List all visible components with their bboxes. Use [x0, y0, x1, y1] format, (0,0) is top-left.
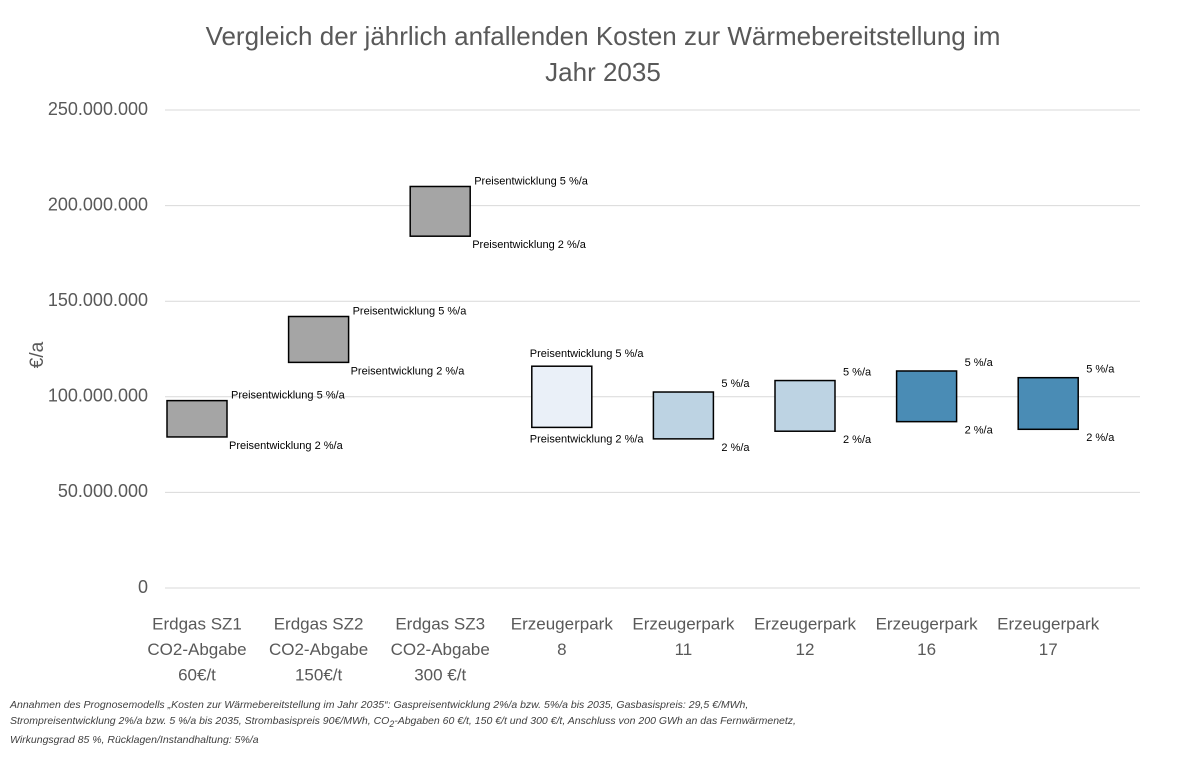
chart-title: Jahr 2035 — [545, 57, 661, 87]
y-tick-label: 150.000.000 — [48, 290, 148, 310]
x-tick-label: 300 €/t — [414, 665, 466, 684]
data-label: Preisentwicklung 2 %/a — [229, 440, 344, 452]
x-tick-label: CO2-Abgabe — [147, 640, 246, 659]
x-tick-label: 8 — [557, 640, 566, 659]
data-label: 2 %/a — [843, 434, 872, 446]
x-tick-label: Erdgas SZ3 — [395, 614, 485, 633]
x-tick-label: Erzeugerpark — [511, 614, 614, 633]
range-bar — [409, 185, 471, 237]
range-bar — [1017, 376, 1079, 431]
range-bar — [287, 315, 350, 364]
data-label: 5 %/a — [843, 366, 872, 378]
x-tick-label: 12 — [796, 640, 815, 659]
x-tick-label: CO2-Abgabe — [391, 640, 490, 659]
footnote-text: 2 — [389, 719, 395, 730]
data-label: Preisentwicklung 2 %/a — [351, 365, 466, 377]
y-tick-label: 250.000.000 — [48, 99, 148, 119]
y-tick-label: 0 — [138, 577, 148, 597]
x-tick-label: CO2-Abgabe — [269, 640, 368, 659]
x-tick-label: Erzeugerpark — [632, 614, 735, 633]
x-tick-label: Erdgas SZ2 — [274, 614, 364, 633]
data-label: Preisentwicklung 5 %/a — [231, 390, 346, 402]
x-tick-label: Erzeugerpark — [754, 614, 857, 633]
footnote-text: Annahmen des Prognosemodells „Kosten zur… — [10, 699, 749, 711]
footnote-text: Wirkungsgrad 85 %, Rücklagen/Instandhalt… — [10, 734, 259, 747]
x-tick-label: Erdgas SZ1 — [152, 614, 242, 633]
data-label: 5 %/a — [965, 357, 994, 369]
data-label: Preisentwicklung 5 %/a — [530, 348, 645, 360]
data-label: 5 %/a — [721, 378, 750, 390]
x-tick-label: 11 — [675, 640, 693, 659]
x-tick-label: 150€/t — [295, 665, 343, 684]
chart-title: Vergleich der jährlich anfallenden Koste… — [206, 21, 1001, 51]
range-bar — [774, 379, 836, 432]
data-label: 2 %/a — [721, 442, 750, 454]
x-tick-label: 16 — [917, 640, 936, 659]
footnote: Annahmen des Prognosemodells „Kosten zur… — [10, 697, 1200, 748]
data-label: 2 %/a — [965, 425, 994, 437]
range-bar — [895, 370, 958, 423]
range-bar — [531, 365, 593, 429]
data-label: Preisentwicklung 2 %/a — [472, 239, 587, 251]
range-bar — [652, 391, 715, 440]
x-tick-label: 60€/t — [178, 665, 216, 684]
range-bar — [166, 399, 228, 438]
data-label: Preisentwicklung 5 %/a — [474, 175, 589, 187]
footnote-text: -Abgaben 60 €/t, 150 €/t und 300 €/t, An… — [394, 715, 796, 727]
y-tick-label: 100.000.000 — [48, 386, 148, 406]
data-label: Preisentwicklung 2 %/a — [530, 433, 645, 445]
x-tick-label: Erzeugerpark — [997, 614, 1100, 633]
data-label: 2 %/a — [1086, 432, 1115, 444]
y-tick-label: 200.000.000 — [48, 194, 148, 214]
y-axis-label: €/a — [27, 341, 48, 368]
footnote-text: Strompreisentwicklung 2%/a bzw. 5 %/a bi… — [10, 715, 390, 727]
x-tick-label: Erzeugerpark — [876, 614, 979, 633]
x-tick-label: 17 — [1039, 640, 1058, 659]
y-tick-label: 50.000.000 — [58, 481, 148, 501]
data-label: Preisentwicklung 5 %/a — [353, 305, 468, 317]
chart: Vergleich der jährlich anfallenden Koste… — [27, 21, 1140, 684]
data-label: 5 %/a — [1086, 364, 1115, 376]
